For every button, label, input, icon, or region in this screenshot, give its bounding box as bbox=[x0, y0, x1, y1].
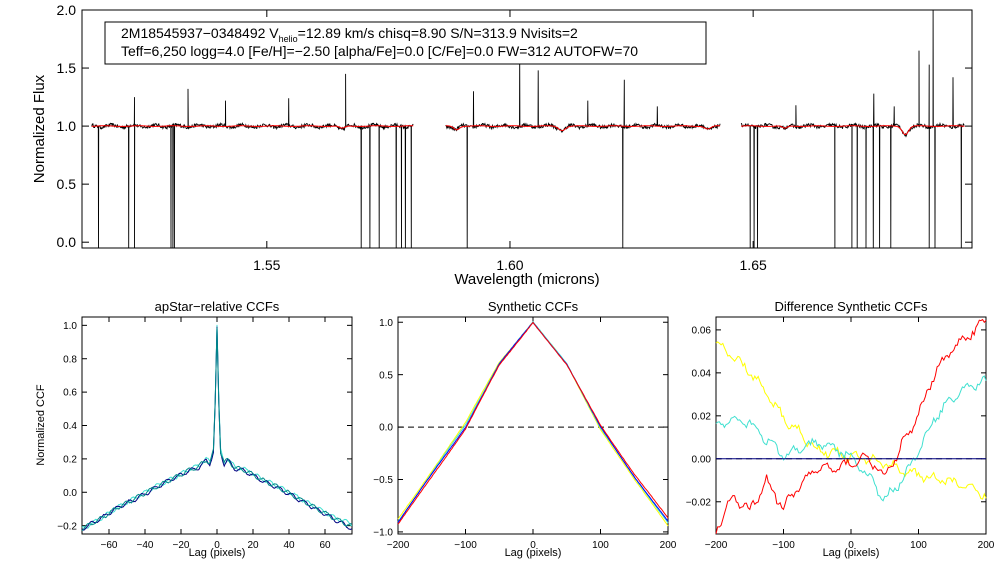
x-tick-label: −200 bbox=[705, 540, 728, 551]
y-tick-label: 0.06 bbox=[692, 325, 712, 336]
y-tick-label: 0.0 bbox=[57, 234, 77, 250]
synthetic-ccf-panel: −200 −100 0 100 200 −1.0 −0.5 0.0 0.5 1.0 Synthet… bbox=[373, 299, 677, 559]
difference-ccf-x-label: Lag (pixels) bbox=[823, 547, 880, 559]
spectrum-model-line bbox=[741, 125, 965, 135]
y-tick-label: 1.0 bbox=[57, 118, 77, 134]
synthetic-ccf-x-label: Lag (pixels) bbox=[505, 547, 562, 559]
ccf-series-line bbox=[397, 321, 669, 523]
apstar-ccf-title: apStar−relative CCFs bbox=[155, 299, 280, 314]
x-tick-label: 40 bbox=[283, 540, 295, 551]
y-tick-label: −0.02 bbox=[686, 497, 712, 508]
ccf-series-line bbox=[397, 321, 669, 525]
info-line-1-suffix: =12.89 km/s chisq=8.90 S/N=313.9 Nvisits… bbox=[298, 25, 578, 41]
ccf-series-line bbox=[397, 321, 669, 527]
y-tick-label: 0.0 bbox=[63, 488, 77, 499]
x-tick-label: −40 bbox=[137, 540, 154, 551]
spectrum-model-line bbox=[445, 125, 721, 131]
y-tick-label: 0.02 bbox=[692, 411, 712, 422]
y-tick-label: 0.0 bbox=[379, 423, 393, 434]
spectrum-observed-line bbox=[740, 9, 965, 249]
x-tick-label: −60 bbox=[101, 540, 118, 551]
ccf-series-line bbox=[81, 326, 353, 531]
y-tick-label: −1.0 bbox=[373, 528, 393, 539]
x-tick-label: 100 bbox=[592, 540, 609, 551]
x-tick-label: 1.60 bbox=[496, 257, 523, 273]
apstar-ccf-x-label: Lag (pixels) bbox=[189, 547, 246, 559]
x-tick-label: −20 bbox=[173, 540, 190, 551]
spectrum-y-label: Normalized Flux bbox=[31, 74, 48, 183]
y-tick-label: 0.5 bbox=[57, 176, 77, 192]
y-tick-label: 0.2 bbox=[63, 454, 77, 465]
x-tick-label: 100 bbox=[910, 540, 927, 551]
x-tick-label: 0 bbox=[848, 540, 854, 551]
ccf-series-line bbox=[397, 320, 669, 524]
info-line-2: Teff=6,250 logg=4.0 [Fe/H]=−2.50 [alpha/… bbox=[121, 43, 638, 59]
difference-ccf-frame bbox=[715, 316, 987, 535]
y-tick-label: 0.00 bbox=[692, 454, 712, 465]
info-box bbox=[104, 21, 707, 65]
info-line-1-subscript: helio bbox=[279, 34, 298, 44]
spectrum-observed-line bbox=[445, 56, 721, 249]
spectrum-model-line bbox=[91, 125, 414, 129]
spectrum-x-label: Wavelength (microns) bbox=[454, 271, 599, 288]
x-tick-label: 0 bbox=[530, 540, 536, 551]
x-tick-label: 60 bbox=[319, 540, 331, 551]
y-tick-label: 0.4 bbox=[63, 421, 77, 432]
ccf-series-line bbox=[715, 375, 987, 502]
x-tick-label: 200 bbox=[660, 540, 677, 551]
apstar-ccf-panel: −60 −40 −20 0 20 40 60 −0.2 0.0 0.2 0.4 0.6 0.8 1.0 a… bbox=[35, 299, 353, 559]
x-tick-label: 1.55 bbox=[253, 257, 280, 273]
ccf-series-line bbox=[715, 318, 987, 534]
spectrum-observed-line bbox=[91, 73, 414, 249]
spectrum-panel: 1.55 1.60 1.65 0.0 0.5 1.0 1.5 2.0 Wavelength (… bbox=[31, 2, 973, 288]
ccf-series-line bbox=[81, 327, 353, 532]
y-tick-label: 0.04 bbox=[692, 368, 712, 379]
ccf-series-line bbox=[715, 341, 987, 500]
apstar-ccf-frame bbox=[81, 316, 353, 535]
y-tick-label: 1.0 bbox=[63, 321, 77, 332]
synthetic-ccf-frame bbox=[397, 316, 669, 535]
y-tick-label: 1.0 bbox=[379, 318, 393, 329]
info-line-1: 2M18545937−0348492 Vhelio=12.89 km/s chi… bbox=[121, 25, 578, 44]
y-tick-label: 2.0 bbox=[57, 2, 77, 18]
x-tick-label: 20 bbox=[247, 540, 259, 551]
x-tick-label: −200 bbox=[387, 540, 410, 551]
y-tick-label: 0.6 bbox=[63, 388, 77, 399]
y-tick-label: 0.5 bbox=[379, 370, 393, 381]
x-tick-label: 1.65 bbox=[740, 257, 767, 273]
x-tick-label: −100 bbox=[772, 540, 795, 551]
ccf-series-line bbox=[81, 324, 353, 529]
difference-ccf-panel: −200 −100 0 100 200 −0.02 0.00 0.02 0.04 0.06 Dif… bbox=[686, 299, 995, 559]
y-tick-label: 1.5 bbox=[57, 60, 77, 76]
spectrum-plot-frame bbox=[81, 9, 973, 249]
y-tick-label: 0.8 bbox=[63, 354, 77, 365]
x-tick-label: −100 bbox=[454, 540, 477, 551]
info-line-1-prefix: 2M18545937−0348492 V bbox=[121, 25, 279, 41]
y-tick-label: −0.2 bbox=[57, 521, 77, 532]
synthetic-ccf-title: Synthetic CCFs bbox=[488, 299, 579, 314]
x-tick-label: 200 bbox=[978, 540, 995, 551]
y-tick-label: −0.5 bbox=[373, 475, 393, 486]
apstar-ccf-y-label: Normalized CCF bbox=[35, 384, 47, 466]
difference-ccf-title: Difference Synthetic CCFs bbox=[775, 299, 928, 314]
x-tick-label: 0 bbox=[214, 540, 220, 551]
